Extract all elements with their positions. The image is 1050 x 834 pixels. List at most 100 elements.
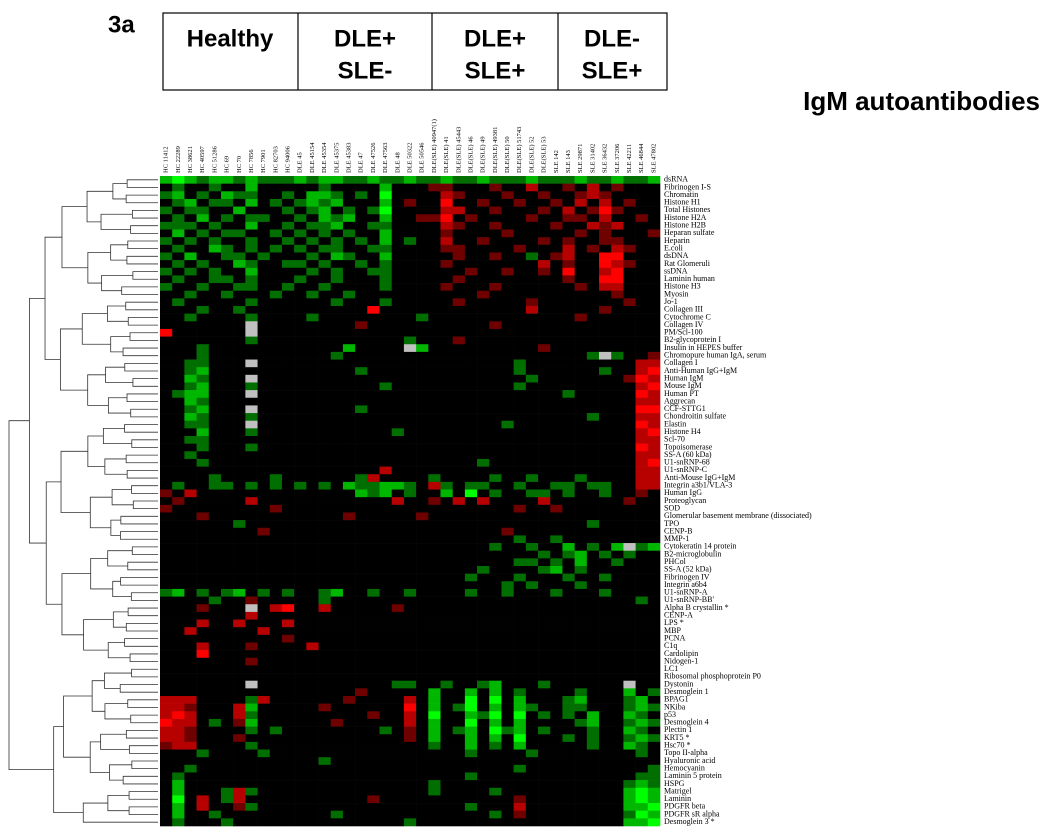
heatmap-cell [257,696,271,704]
heatmap-cell [281,703,295,712]
heatmap-cell [294,596,307,605]
heatmap-cell [538,374,551,383]
heatmap-cell [269,527,283,536]
heatmap-cell [208,619,222,628]
column-label: DLE 47526 [370,142,377,173]
heatmap-cell [367,252,380,261]
heatmap-cell [233,489,246,498]
heatmap-cell [562,451,575,460]
heatmap-cell [525,749,539,758]
heatmap-cell [586,443,600,452]
heatmap-cell [525,176,539,184]
row-label: Desmoglein 3 * [664,817,715,826]
heatmap-cell [160,650,173,659]
heatmap-cell [294,481,307,490]
heatmap-cell [379,443,393,452]
heatmap-cell [586,604,600,613]
heatmap-cell [330,497,344,506]
row-label: Glomerular basement membrane (dissociate… [664,511,812,520]
heatmap-cell [306,321,319,330]
heatmap-cell [525,596,539,605]
heatmap-cell [281,497,295,506]
heatmap-cell [599,543,612,552]
heatmap-cell [501,206,514,215]
heatmap-cell [477,214,490,223]
heatmap-cell [647,405,661,414]
heatmap-cell [294,290,307,299]
dendrogram-branch [105,366,133,383]
heatmap-cell [306,428,319,437]
heatmap-cell [355,673,368,682]
heatmap-cell [574,780,588,789]
heatmap-cell [196,619,210,628]
heatmap-cell [269,764,283,773]
heatmap-cell [306,634,319,643]
heatmap-cell [403,665,417,674]
heatmap-cell [538,504,551,513]
heatmap-cell [464,405,478,414]
heatmap-cell [440,374,453,383]
heatmap-cell [440,512,453,521]
heatmap-cell [635,550,649,559]
heatmap-cell [294,772,307,781]
heatmap-cell [586,573,600,582]
heatmap-cell [477,198,490,207]
heatmap-cell [391,321,405,330]
heatmap-cell [172,290,185,299]
heatmap-cell [196,359,210,368]
dendrogram-branch [107,305,129,322]
heatmap-cell [281,596,295,605]
heatmap-cell [245,420,258,429]
heatmap-cell [586,696,600,704]
heatmap-cell [525,489,539,498]
heatmap-cell [623,696,636,704]
heatmap-cell [574,214,588,223]
heatmap-cell [464,726,478,735]
dendrogram-branch [127,561,158,571]
heatmap-cell [281,244,295,253]
heatmap-cell [160,298,173,307]
dendrogram-branch [120,577,158,586]
heatmap-cell [428,221,441,230]
heatmap-cell [269,275,283,284]
heatmap-cell [220,466,234,475]
heatmap-cell [342,703,356,712]
heatmap-cell [562,176,575,184]
heatmap-cell [391,703,405,712]
heatmap-cell [525,726,539,735]
heatmap-cell [330,489,344,498]
heatmap-cell [330,351,344,360]
heatmap-cell [233,573,246,582]
heatmap-cell [513,757,527,766]
heatmap-cell [489,183,502,192]
dendrogram-branch [122,347,158,357]
heatmap-cell [635,206,649,215]
heatmap-cell [330,665,344,674]
heatmap-cell [196,367,210,376]
heatmap-cell [160,749,173,758]
column-label: HC 69 [224,156,231,173]
heatmap-cell [562,772,575,781]
heatmap-cell [647,588,661,597]
heatmap-cell [330,749,344,758]
heatmap-cell [196,443,210,452]
heatmap-cell [464,481,478,490]
heatmap-cell [220,780,234,789]
heatmap-cell [355,764,368,773]
heatmap-cell [574,183,588,192]
dendrogram-branch [61,573,91,636]
heatmap-cell [574,657,588,666]
heatmap-cell [306,772,319,781]
heatmap-cell [562,390,575,399]
heatmap-cell [562,657,575,666]
heatmap-cell [647,688,661,697]
heatmap-cell [489,497,502,506]
heatmap-cell [586,795,600,804]
heatmap-cell [574,558,588,567]
heatmap-cell [306,818,319,827]
heatmap-cell [172,619,185,628]
heatmap-cell [318,191,332,200]
heatmap-cell [269,359,283,368]
heatmap-cell [440,328,453,337]
heatmap-cell [172,436,185,444]
